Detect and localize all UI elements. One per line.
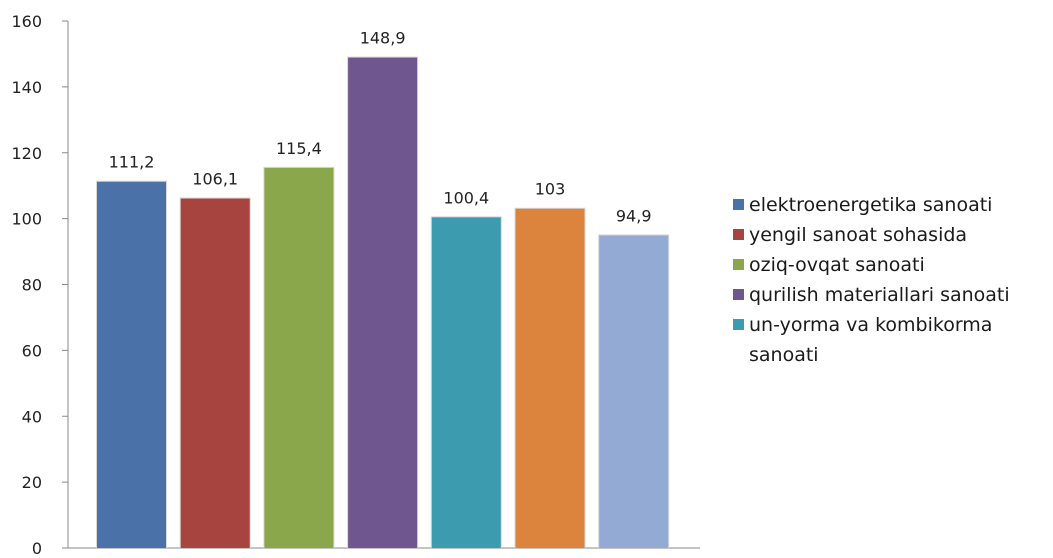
legend-swatch [733,319,744,330]
bar-value-label: 94,9 [616,206,652,225]
legend-item-un-yorma: un-yorma va kombikorma sanoati [733,310,1053,370]
y-tick-label: 140 [11,78,42,97]
legend-label: yengil sanoat sohasida [749,224,968,246]
legend-swatch [733,229,744,240]
y-tick-label: 60 [22,341,42,360]
bar [599,235,669,548]
y-tick-label: 0 [32,539,42,558]
bar-value-label: 106,1 [192,170,238,189]
legend-swatch [733,199,744,210]
legend-item-elektroenergetika: elektroenergetika sanoati [733,190,1053,220]
y-tick-label: 40 [22,407,42,426]
y-tick-label: 120 [11,144,42,163]
bar [97,181,166,549]
legend-swatch [733,289,744,300]
y-tick-label: 20 [22,473,42,492]
y-tick-label: 80 [22,276,42,295]
legend-label: qurilish materiallari sanoati [749,284,1010,306]
y-tick-label: 100 [11,210,42,229]
bar-value-label: 100,4 [443,188,489,207]
y-tick-label: 160 [11,12,42,31]
legend-item-oziq-ovqat: oziq-ovqat sanoati [733,250,1053,280]
bar-value-label: 111,2 [109,153,155,172]
bar-value-label: 103 [535,180,566,199]
legend-label: un-yorma va kombikorma sanoati [749,314,993,366]
legend-label: elektroenergetika sanoati [749,194,993,216]
legend-item-yengil: yengil sanoat sohasida [733,220,1053,250]
bar [515,208,585,548]
bar-value-label: 148,9 [360,29,406,48]
legend: elektroenergetika sanoati yengil sanoat … [733,190,1053,370]
legend-swatch [733,259,744,270]
legend-item-qurilish: qurilish materiallari sanoati [733,280,1053,310]
bar [264,167,334,548]
bar [348,57,418,549]
bar [431,217,501,548]
legend-label: oziq-ovqat sanoati [749,254,925,276]
bar-chart: 0 20 40 60 80 100 120 140 160 111,2 106,1 115,4 148,… [11,12,700,558]
bar-value-label: 115,4 [276,139,322,158]
bar [180,198,250,548]
